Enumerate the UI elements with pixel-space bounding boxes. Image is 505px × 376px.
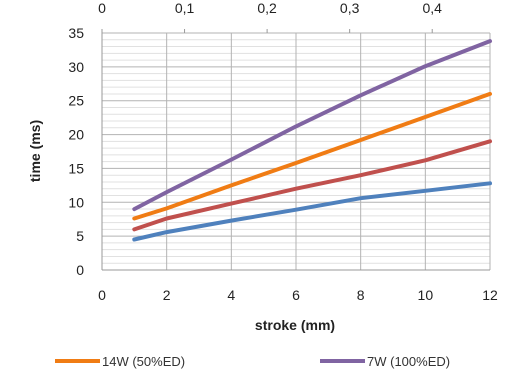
y-tick-label: 10 [68,194,84,210]
x-tick-label: 4 [227,287,235,303]
x-tick-label: 0 [98,287,106,303]
tick-labels: 0 5 10 15 20 25 30 35 0 2 4 6 8 10 12 0 0,1 0,2 0,3 0,4 [68,0,498,303]
y-tick-label: 30 [68,59,84,75]
top-axis-tick-label: 0,3 [340,0,360,16]
top-axis-tick-label: 0,2 [257,0,277,16]
x-tick-label: 8 [357,287,365,303]
series-line [132,39,492,212]
y-tick-label: 0 [76,262,84,278]
x-tick-label: 12 [482,287,498,303]
y-axis-title: time (ms) [27,120,43,182]
legend-label: 14W (50%ED) [102,354,185,369]
series-line [132,139,492,232]
x-tick-label: 10 [418,287,434,303]
top-axis-tick-label: 0 [98,0,106,16]
y-tick-label: 20 [68,127,84,143]
x-tick-label: 2 [163,287,171,303]
series-line [132,91,492,221]
y-tick-label: 25 [68,93,84,109]
series-line [132,181,492,242]
x-axis-title: stroke (mm) [255,317,335,333]
y-tick-label: 15 [68,160,84,176]
series-lines [132,39,492,242]
top-axis-tick-label: 0,4 [422,0,442,16]
y-tick-label: 35 [68,25,84,41]
y-tick-label: 5 [76,228,84,244]
x-tick-label: 6 [292,287,300,303]
top-axis-tick-label: 0,1 [175,0,195,16]
axes [101,33,490,271]
legend-label: 7W (100%ED) [367,354,450,369]
legend: 14W (50%ED) 7W (100%ED) [55,354,450,369]
